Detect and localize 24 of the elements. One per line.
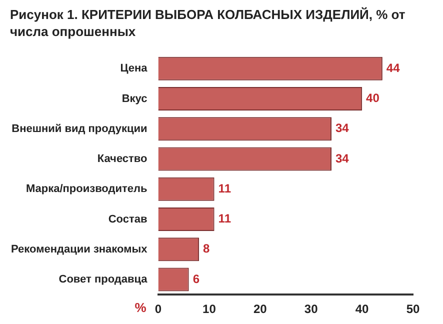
- y-tick-label: Состав: [108, 213, 148, 226]
- data-label: 34: [335, 121, 350, 136]
- y-tick-label: Совет продавца: [58, 274, 148, 286]
- y-tick-label: Вкус: [122, 92, 148, 105]
- data-label: 6: [192, 272, 200, 286]
- x-tick-label: 40: [355, 302, 370, 316]
- y-tick-label: Цена: [120, 62, 148, 75]
- data-label: 34: [335, 151, 350, 166]
- data-label: 11: [218, 212, 232, 226]
- x-tick-label: 20: [253, 302, 268, 316]
- x-axis-title: %: [134, 300, 147, 315]
- y-tick-label: Рекомендации знакомых: [10, 243, 148, 256]
- x-tick-label: 10: [202, 302, 216, 316]
- data-label: 40: [366, 91, 380, 106]
- chart-title: Рисунок 1. КРИТЕРИИ ВЫБОРА КОЛБАСНЫХ ИЗДЕЛИЙ, % от числа опрошенных: [10, 6, 406, 40]
- x-tick-label: 0: [154, 302, 162, 316]
- x-tick-label: 30: [304, 302, 318, 316]
- y-tick-label: Внешний вид продукции: [12, 122, 148, 135]
- data-label: 8: [203, 242, 210, 256]
- y-tick-label: Качество: [97, 153, 148, 166]
- y-tick-label: Марка/производитель: [26, 183, 148, 196]
- x-tick-label: 50: [406, 302, 420, 316]
- data-label: 11: [218, 181, 232, 196]
- data-label: 44: [386, 60, 400, 75]
